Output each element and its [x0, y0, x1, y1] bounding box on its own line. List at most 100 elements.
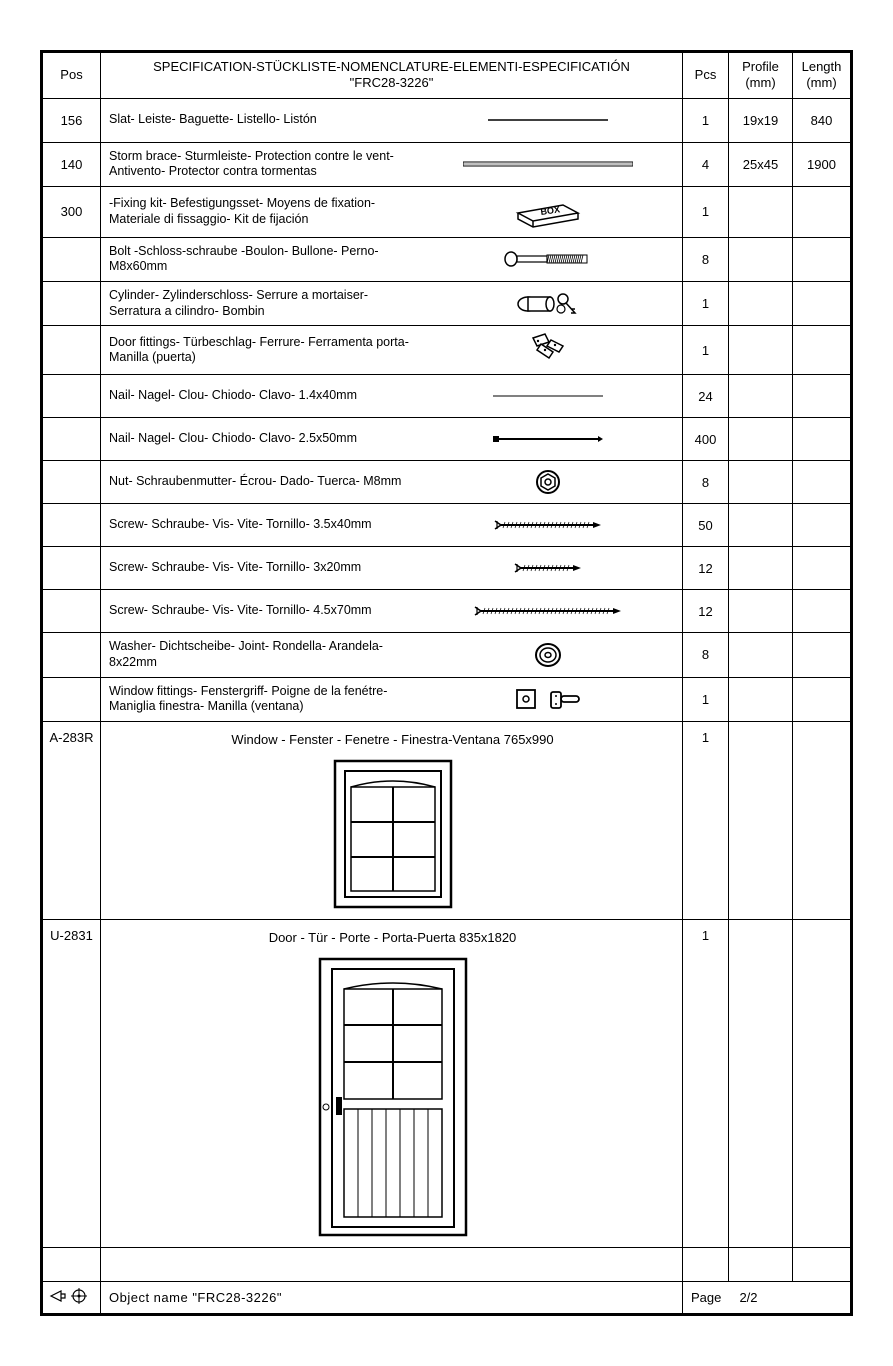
cell-length: 840: [793, 98, 851, 142]
table-row: Screw- Schraube- Vis- Vite- Tornillo- 4.…: [43, 590, 851, 633]
cell-profile: [729, 590, 793, 633]
table-row: Screw- Schraube- Vis- Vite- Tornillo- 3x…: [43, 547, 851, 590]
cell-spec: Screw- Schraube- Vis- Vite- Tornillo- 3x…: [101, 547, 683, 590]
cell-spec: Window fittings- Fenstergriff- Poigne de…: [101, 677, 683, 721]
cell-pcs: 24: [683, 375, 729, 418]
table-row: Window fittings- Fenstergriff- Poigne de…: [43, 677, 851, 721]
footer-page-label: Page: [691, 1290, 721, 1305]
cell-length: [793, 418, 851, 461]
table-row: 300-Fixing kit- Befestigungsset- Moyens …: [43, 186, 851, 237]
cell-length: [793, 721, 851, 919]
screw-long-icon: [421, 596, 676, 626]
table-row: 156Slat- Leiste- Baguette- Listello- Lis…: [43, 98, 851, 142]
spec-description: Window fittings- Fenstergriff- Poigne de…: [109, 684, 421, 715]
header-pos: Pos: [43, 53, 101, 99]
nail-thin-icon: [421, 381, 676, 411]
cell-profile: [729, 919, 793, 1247]
screw-short-icon: [421, 553, 676, 583]
cell-pos: [43, 326, 101, 375]
cell-spec: Screw- Schraube- Vis- Vite- Tornillo- 4.…: [101, 590, 683, 633]
cell-spec: Door - Tür - Porte - Porta-Puerta 835x18…: [101, 919, 683, 1247]
cell-pcs: 8: [683, 461, 729, 504]
door-label: Door - Tür - Porte - Porta-Puerta 835x18…: [109, 926, 676, 953]
cell-spec: Washer- Dichtscheibe- Joint- Rondella- A…: [101, 633, 683, 677]
window-label: Window - Fenster - Fenetre - Finestra-Ve…: [109, 728, 676, 755]
cell-pos: [43, 547, 101, 590]
cell-profile: [729, 418, 793, 461]
table-row: Screw- Schraube- Vis- Vite- Tornillo- 3.…: [43, 504, 851, 547]
bolt-icon: [421, 244, 676, 274]
spec-description: Bolt -Schloss-schraube -Boulon- Bullone-…: [109, 244, 421, 275]
cell-pos: [43, 375, 101, 418]
cell-profile: [729, 237, 793, 281]
cell-profile: [729, 282, 793, 326]
box-icon: BOX: [421, 193, 676, 231]
cell-pos: [43, 418, 101, 461]
table-header-row: Pos SPECIFICATION-STÜCKLISTE-NOMENCLATUR…: [43, 53, 851, 99]
cell-spec: Nail- Nagel- Clou- Chiodo- Clavo- 2.5x50…: [101, 418, 683, 461]
cell-length: [793, 282, 851, 326]
cell-pcs: 1: [683, 677, 729, 721]
spec-description: Screw- Schraube- Vis- Vite- Tornillo- 3x…: [109, 560, 421, 576]
cell-pcs: 1: [683, 721, 729, 919]
table-row: Nut- Schraubenmutter- Écrou- Dado- Tuerc…: [43, 461, 851, 504]
specification-table: Pos SPECIFICATION-STÜCKLISTE-NOMENCLATUR…: [42, 52, 851, 1314]
cell-profile: [729, 504, 793, 547]
cell-spec: -Fixing kit- Befestigungsset- Moyens de …: [101, 186, 683, 237]
window-illustration: [109, 755, 676, 913]
table-row: 140Storm brace- Sturmleiste- Protection …: [43, 142, 851, 186]
cell-pcs: 8: [683, 633, 729, 677]
cell-pcs: 1: [683, 326, 729, 375]
cell-pos: [43, 504, 101, 547]
nut-icon: [421, 467, 676, 497]
cell-pos: [43, 633, 101, 677]
cell-length: [793, 919, 851, 1247]
table-row: Bolt -Schloss-schraube -Boulon- Bullone-…: [43, 237, 851, 281]
cylinder-icon: [421, 289, 676, 319]
cell-spec: Nut- Schraubenmutter- Écrou- Dado- Tuerc…: [101, 461, 683, 504]
cell-pcs: 12: [683, 547, 729, 590]
cell-pos: [43, 282, 101, 326]
spec-description: Storm brace- Sturmleiste- Protection con…: [109, 149, 421, 180]
bar-icon: [421, 149, 676, 179]
cell-spec: Door fittings- Türbeschlag- Ferrure- Fer…: [101, 326, 683, 375]
cell-profile: [729, 633, 793, 677]
cell-profile: 19x19: [729, 98, 793, 142]
cell-pcs: 8: [683, 237, 729, 281]
spec-description: Cylinder- Zylinderschloss- Serrure a mor…: [109, 288, 421, 319]
cell-pos: [43, 590, 101, 633]
cell-spec: Screw- Schraube- Vis- Vite- Tornillo- 3.…: [101, 504, 683, 547]
cell-spec: Cylinder- Zylinderschloss- Serrure a mor…: [101, 282, 683, 326]
table-row: Nail- Nagel- Clou- Chiodo- Clavo- 2.5x50…: [43, 418, 851, 461]
cell-profile: [729, 326, 793, 375]
cell-pcs: 50: [683, 504, 729, 547]
cell-pcs: 1: [683, 98, 729, 142]
spec-description: Nut- Schraubenmutter- Écrou- Dado- Tuerc…: [109, 474, 421, 490]
cell-profile: [729, 461, 793, 504]
cell-spec: Window - Fenster - Fenetre - Finestra-Ve…: [101, 721, 683, 919]
screw-icon: [421, 510, 676, 540]
cell-pcs: 1: [683, 919, 729, 1247]
footer-page-number: 2/2: [739, 1290, 757, 1305]
doorfit-icon: [421, 332, 676, 368]
cell-pos: [43, 677, 101, 721]
footer-icons: [43, 1281, 101, 1313]
page: PALMAKO Wooden houses to enjoy ® manuals…: [0, 20, 893, 1346]
cell-pcs: 400: [683, 418, 729, 461]
spec-description: Washer- Dichtscheibe- Joint- Rondella- A…: [109, 639, 421, 670]
footer-page: Page 2/2: [683, 1281, 851, 1313]
cell-length: [793, 590, 851, 633]
cell-length: [793, 186, 851, 237]
winfit-icon: [421, 684, 676, 714]
cell-profile: 25x45: [729, 142, 793, 186]
header-profile: Profile (mm): [729, 53, 793, 99]
spec-description: Slat- Leiste- Baguette- Listello- Listón: [109, 112, 421, 128]
header-spec: SPECIFICATION-STÜCKLISTE-NOMENCLATURE-EL…: [101, 53, 683, 99]
document-frame: Pos SPECIFICATION-STÜCKLISTE-NOMENCLATUR…: [40, 50, 853, 1316]
door-illustration: [109, 953, 676, 1241]
spec-description: Nail- Nagel- Clou- Chiodo- Clavo- 2.5x50…: [109, 431, 421, 447]
cell-pos: [43, 461, 101, 504]
spec-description: Screw- Schraube- Vis- Vite- Tornillo- 3.…: [109, 517, 421, 533]
cell-pos: U-2831: [43, 919, 101, 1247]
spec-description: Nail- Nagel- Clou- Chiodo- Clavo- 1.4x40…: [109, 388, 421, 404]
